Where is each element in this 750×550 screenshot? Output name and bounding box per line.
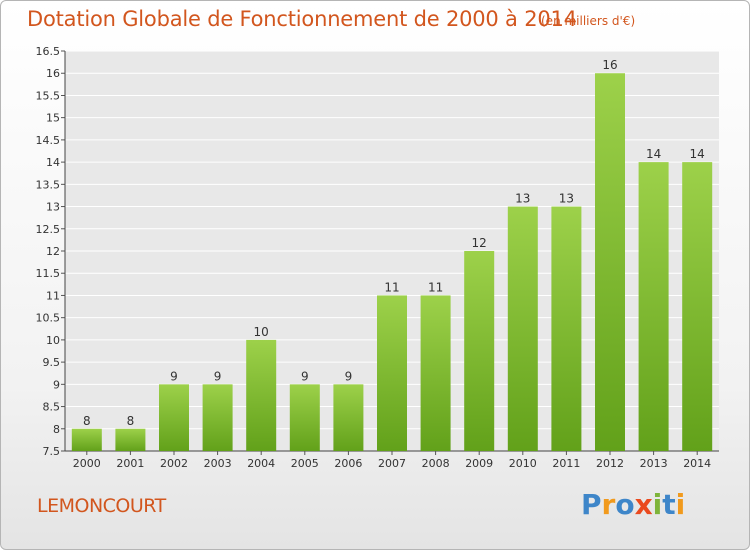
- y-tick-label: 10: [46, 334, 60, 347]
- x-tick-label: 2013: [640, 457, 668, 470]
- bar: [333, 384, 364, 451]
- logo-letter: r: [601, 488, 616, 521]
- bar: [289, 384, 320, 451]
- bar-value-label: 14: [646, 147, 661, 161]
- chart-unit-subtitle: (en milliers d'€): [541, 14, 636, 28]
- bar: [507, 206, 538, 451]
- x-tick-label: 2014: [683, 457, 711, 470]
- x-tick-label: 2012: [596, 457, 624, 470]
- y-tick-label: 16: [46, 67, 60, 80]
- y-tick-label: 12: [46, 245, 60, 258]
- bar-value-label: 10: [254, 325, 269, 339]
- y-tick-label: 10.5: [36, 312, 61, 325]
- bar: [682, 162, 713, 451]
- bar-value-label: 9: [214, 369, 222, 383]
- bar: [246, 339, 277, 451]
- y-tick-label: 14.5: [36, 134, 61, 147]
- logo-letter: o: [615, 488, 635, 521]
- x-tick-label: 2006: [334, 457, 362, 470]
- bar-value-label: 9: [345, 369, 353, 383]
- x-tick-label: 2005: [291, 457, 319, 470]
- x-tick-label: 2001: [116, 457, 144, 470]
- bar-value-label: 11: [428, 280, 443, 294]
- bar: [595, 73, 625, 451]
- x-tick-label: 2010: [509, 457, 537, 470]
- x-tick-label: 2009: [465, 457, 493, 470]
- bar: [71, 428, 102, 451]
- bar: [551, 206, 582, 451]
- chart-title: Dotation Globale de Fonctionnement de 20…: [27, 7, 577, 31]
- x-tick-label: 2008: [422, 457, 450, 470]
- y-tick-label: 15: [46, 112, 60, 125]
- bar-value-label: 9: [301, 369, 309, 383]
- bar: [420, 295, 451, 451]
- bar-value-label: 16: [602, 58, 617, 72]
- bar-value-label: 12: [472, 236, 487, 250]
- y-tick-label: 9.5: [43, 356, 61, 369]
- bar: [202, 384, 233, 451]
- y-tick-label: 16.5: [36, 45, 61, 58]
- bar-value-label: 8: [83, 414, 91, 428]
- bar-value-label: 13: [515, 192, 530, 206]
- y-tick-label: 11.5: [36, 267, 61, 280]
- bar: [377, 295, 407, 451]
- bar-value-label: 11: [384, 280, 399, 294]
- proxiti-logo: Proxiti: [581, 488, 685, 521]
- logo-letter: P: [581, 488, 602, 521]
- y-tick-label: 7.5: [43, 445, 61, 458]
- y-tick-label: 8: [53, 423, 60, 436]
- bar-value-label: 13: [559, 192, 574, 206]
- x-tick-label: 2011: [552, 457, 580, 470]
- y-tick-label: 13.5: [36, 178, 61, 191]
- bar: [159, 384, 189, 451]
- bar-value-label: 9: [170, 369, 178, 383]
- commune-name: LEMONCOURT: [37, 495, 166, 517]
- bar: [115, 428, 146, 451]
- y-tick-label: 14: [46, 156, 60, 169]
- bar: [638, 162, 669, 451]
- logo-letter: i: [675, 488, 686, 521]
- y-tick-label: 13: [46, 201, 60, 214]
- logo-letter: t: [662, 488, 676, 521]
- bar: [464, 251, 495, 451]
- x-tick-label: 2002: [160, 457, 188, 470]
- x-tick-label: 2000: [73, 457, 101, 470]
- y-tick-label: 8.5: [43, 401, 61, 414]
- y-tick-label: 12.5: [36, 223, 61, 236]
- y-tick-label: 11: [46, 289, 60, 302]
- bar-value-label: 14: [690, 147, 705, 161]
- x-tick-label: 2007: [378, 457, 406, 470]
- logo-letter: x: [634, 488, 653, 521]
- bar-value-label: 8: [127, 414, 135, 428]
- x-tick-label: 2004: [247, 457, 275, 470]
- x-tick-label: 2003: [204, 457, 232, 470]
- y-tick-label: 15.5: [36, 89, 61, 102]
- logo-letter: i: [652, 488, 663, 521]
- y-tick-label: 9: [53, 378, 60, 391]
